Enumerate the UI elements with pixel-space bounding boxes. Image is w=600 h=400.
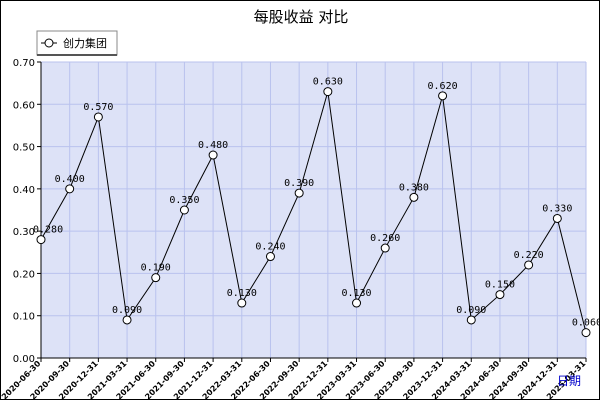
series-layer: [36, 87, 591, 338]
data-labels: 0.280 0.400 0.570 0.090 0.190 0.350 0.480 0.130…: [33, 77, 599, 329]
data-label: 0.480: [198, 140, 228, 151]
data-point: [380, 243, 390, 253]
series-line: [40, 91, 587, 333]
data-label: 0.280: [33, 225, 63, 236]
data-point: [65, 184, 75, 194]
data-label: 0.150: [485, 280, 515, 291]
data-point: [208, 150, 218, 160]
data-label: 0.350: [169, 195, 199, 206]
x-tick-labels: 2020-06-302020-09-302020-12-312021-03-31…: [1, 358, 588, 399]
data-label: 0.240: [255, 242, 285, 253]
data-label: 0.570: [83, 102, 113, 113]
y-tick-label: 0.30: [13, 227, 35, 238]
y-tick-label: 0.10: [13, 312, 35, 323]
data-label: 0.130: [341, 288, 371, 299]
data-point: [122, 315, 132, 325]
y-tick-labels: 0.00 0.10 0.20 0.30 0.40 0.50 0.60 0.70: [13, 58, 41, 365]
data-point: [552, 213, 562, 223]
data-point: [466, 315, 476, 325]
data-label: 0.190: [141, 263, 171, 274]
data-label: 0.260: [370, 233, 400, 244]
legend: 创力集团: [36, 30, 118, 56]
chart-title: 每股收益 对比: [254, 8, 349, 26]
axes: [40, 62, 586, 359]
y-tick-label: 0.50: [13, 143, 35, 154]
data-point: [179, 205, 189, 215]
legend-series-name: 创力集团: [63, 36, 107, 50]
data-label: 0.380: [399, 182, 429, 193]
plot-area: [41, 62, 586, 358]
data-point: [524, 260, 534, 270]
x-axis-title: 日期: [557, 374, 581, 388]
data-point: [36, 235, 46, 245]
data-label: 0.620: [428, 81, 458, 92]
y-tick-label: 0.20: [13, 269, 35, 280]
data-point: [265, 252, 275, 262]
y-tick-label: 0.40: [13, 185, 35, 196]
data-point: [438, 91, 448, 101]
data-label: 0.090: [456, 305, 486, 316]
data-label: 0.060: [572, 318, 599, 329]
data-point: [237, 298, 247, 308]
data-point: [323, 87, 333, 97]
data-point: [495, 290, 505, 300]
data-point: [581, 328, 591, 338]
data-point: [151, 273, 161, 283]
y-tick-label: 0.70: [13, 58, 35, 69]
data-point: [409, 192, 419, 202]
data-label: 0.090: [112, 305, 142, 316]
data-label: 0.390: [284, 178, 314, 189]
y-tick-label: 0.60: [13, 100, 35, 111]
data-label: 0.330: [542, 203, 572, 214]
legend-marker-icon: [44, 38, 54, 48]
y-tick-label: 0.00: [13, 354, 35, 365]
data-point: [352, 298, 362, 308]
data-label: 0.400: [55, 174, 85, 185]
data-label: 0.630: [313, 77, 343, 88]
data-label: 0.130: [227, 288, 257, 299]
data-point: [294, 188, 304, 198]
data-point: [93, 112, 103, 122]
data-label: 0.220: [514, 250, 544, 261]
